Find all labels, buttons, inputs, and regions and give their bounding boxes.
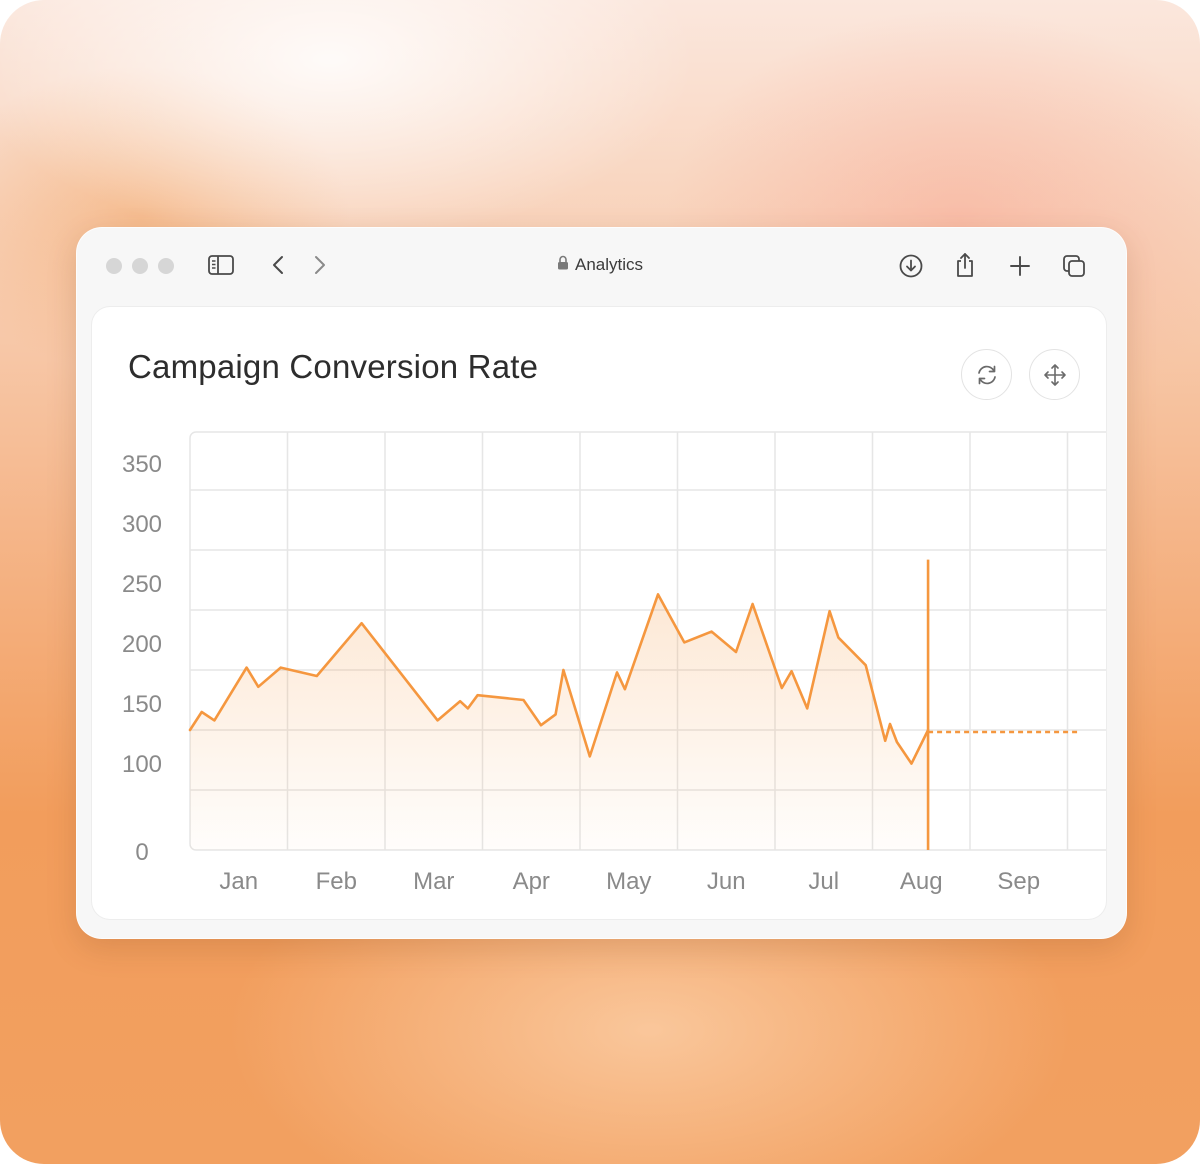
address-bar[interactable]: Analytics xyxy=(520,252,680,278)
share-icon[interactable] xyxy=(951,250,979,280)
x-tick-label: Jun xyxy=(707,868,746,895)
y-tick-label: 200 xyxy=(122,631,162,658)
y-tick-label: 350 xyxy=(122,451,162,478)
window-minimize-dot[interactable] xyxy=(132,258,148,274)
download-icon[interactable] xyxy=(897,252,925,280)
refresh-icon xyxy=(977,365,996,384)
x-tick-label: O xyxy=(1107,868,1126,895)
move-icon xyxy=(1043,363,1066,386)
address-text: Analytics xyxy=(574,255,644,274)
x-tick-label: Apr xyxy=(513,868,550,895)
series-line xyxy=(188,593,930,765)
y-tick-label: 150 xyxy=(122,691,162,718)
x-tick-label: Jan xyxy=(219,868,258,895)
y-tick-label: 0 xyxy=(135,839,148,866)
refresh-button[interactable] xyxy=(961,349,1012,400)
x-tick-label: Aug xyxy=(900,868,943,895)
lock-icon xyxy=(557,255,569,275)
sidebar-icon[interactable] xyxy=(206,253,236,277)
window-close-dot[interactable] xyxy=(106,258,122,274)
y-tick-label: 100 xyxy=(122,751,162,778)
move-button[interactable] xyxy=(1029,349,1080,400)
page-title: Campaign Conversion Rate xyxy=(128,348,539,385)
x-tick-label: Sep xyxy=(997,868,1040,895)
forward-icon[interactable] xyxy=(308,253,332,277)
series-area xyxy=(190,594,929,850)
back-icon[interactable] xyxy=(266,253,290,277)
x-tick-label: Feb xyxy=(316,868,357,895)
new-tab-icon[interactable] xyxy=(1006,252,1034,280)
x-tick-label: Jul xyxy=(808,868,839,895)
x-tick-label: May xyxy=(606,868,651,895)
window-zoom-dot[interactable] xyxy=(158,258,174,274)
y-tick-label: 250 xyxy=(122,571,162,598)
tabs-icon[interactable] xyxy=(1059,251,1089,281)
y-tick-label: 300 xyxy=(122,511,162,538)
x-tick-label: Mar xyxy=(413,868,454,895)
